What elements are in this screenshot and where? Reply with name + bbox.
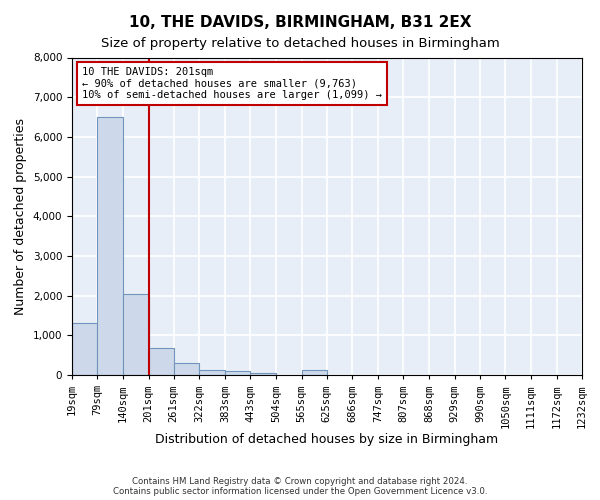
Bar — [72, 324, 97, 375]
Bar — [302, 370, 327, 375]
X-axis label: Distribution of detached houses by size in Birmingham: Distribution of detached houses by size … — [155, 434, 499, 446]
Bar — [97, 117, 123, 375]
Bar — [123, 294, 149, 375]
Bar — [174, 363, 199, 375]
Text: 10 THE DAVIDS: 201sqm
← 90% of detached houses are smaller (9,763)
10% of semi-d: 10 THE DAVIDS: 201sqm ← 90% of detached … — [82, 67, 382, 100]
Text: Contains public sector information licensed under the Open Government Licence v3: Contains public sector information licen… — [113, 486, 487, 496]
Y-axis label: Number of detached properties: Number of detached properties — [14, 118, 27, 315]
Bar — [199, 370, 225, 375]
Bar — [149, 348, 174, 375]
Text: Size of property relative to detached houses in Birmingham: Size of property relative to detached ho… — [101, 38, 499, 51]
Bar — [225, 372, 250, 375]
Bar — [250, 373, 276, 375]
Text: 10, THE DAVIDS, BIRMINGHAM, B31 2EX: 10, THE DAVIDS, BIRMINGHAM, B31 2EX — [129, 15, 471, 30]
Text: Contains HM Land Registry data © Crown copyright and database right 2024.: Contains HM Land Registry data © Crown c… — [132, 477, 468, 486]
